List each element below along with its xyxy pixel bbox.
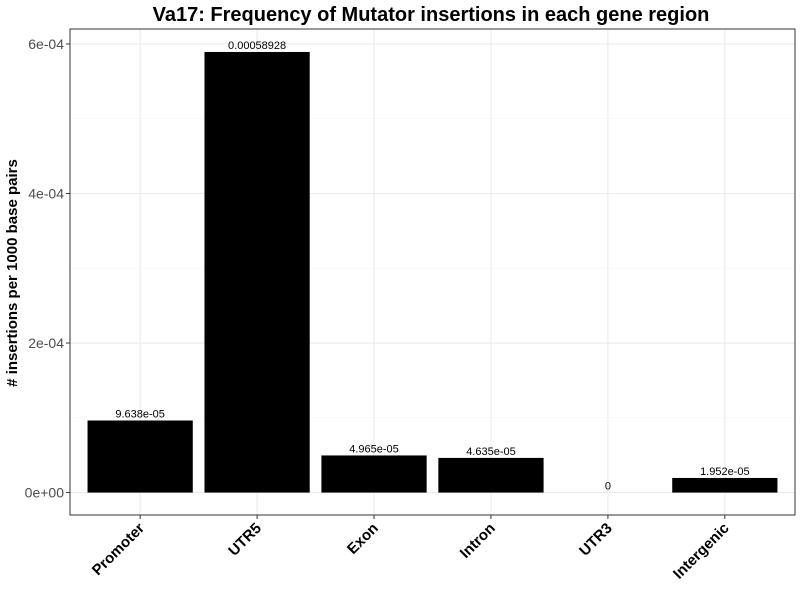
data-label: 9.638e-05	[115, 409, 165, 421]
chart-title: Va17: Frequency of Mutator insertions in…	[153, 4, 710, 26]
panel-frame	[69, 28, 796, 516]
x-tick-label: Promoter	[89, 520, 148, 579]
data-label: 1.952e-05	[700, 466, 750, 478]
x-axis: Promoter UTR5 Exon Intron UTR3 Intergenic	[89, 515, 733, 583]
panel-border	[69, 28, 796, 516]
bar-intergenic	[672, 477, 778, 493]
y-axis: 0e+00 2e-04 4e-04 6e-04	[25, 36, 70, 501]
data-label: 0.00058928	[228, 40, 286, 52]
y-tick-label: 4e-04	[28, 185, 64, 201]
x-tick-label: Exon	[344, 520, 382, 558]
bar-utr5	[204, 51, 310, 493]
bar-exon	[321, 455, 427, 493]
bars	[87, 51, 778, 493]
data-label: 0	[605, 481, 611, 493]
bar-intron	[438, 457, 544, 493]
data-label: 4.635e-05	[466, 446, 516, 458]
y-tick-label: 2e-04	[28, 335, 64, 351]
data-labels: 9.638e-05 0.00058928 4.965e-05 4.635e-05 0 1.…	[115, 40, 749, 493]
bar-promoter	[87, 420, 193, 493]
data-label: 4.965e-05	[349, 443, 399, 455]
x-tick-label: UTR3	[576, 520, 616, 560]
x-tick-label: Intergenic	[670, 520, 733, 583]
y-axis-title: # insertions per 1000 base pairs	[4, 159, 21, 387]
x-tick-label: Intron	[457, 520, 499, 562]
y-tick-label: 6e-04	[28, 36, 64, 52]
x-tick-label: UTR5	[225, 520, 265, 560]
y-tick-label: 0e+00	[25, 485, 65, 501]
